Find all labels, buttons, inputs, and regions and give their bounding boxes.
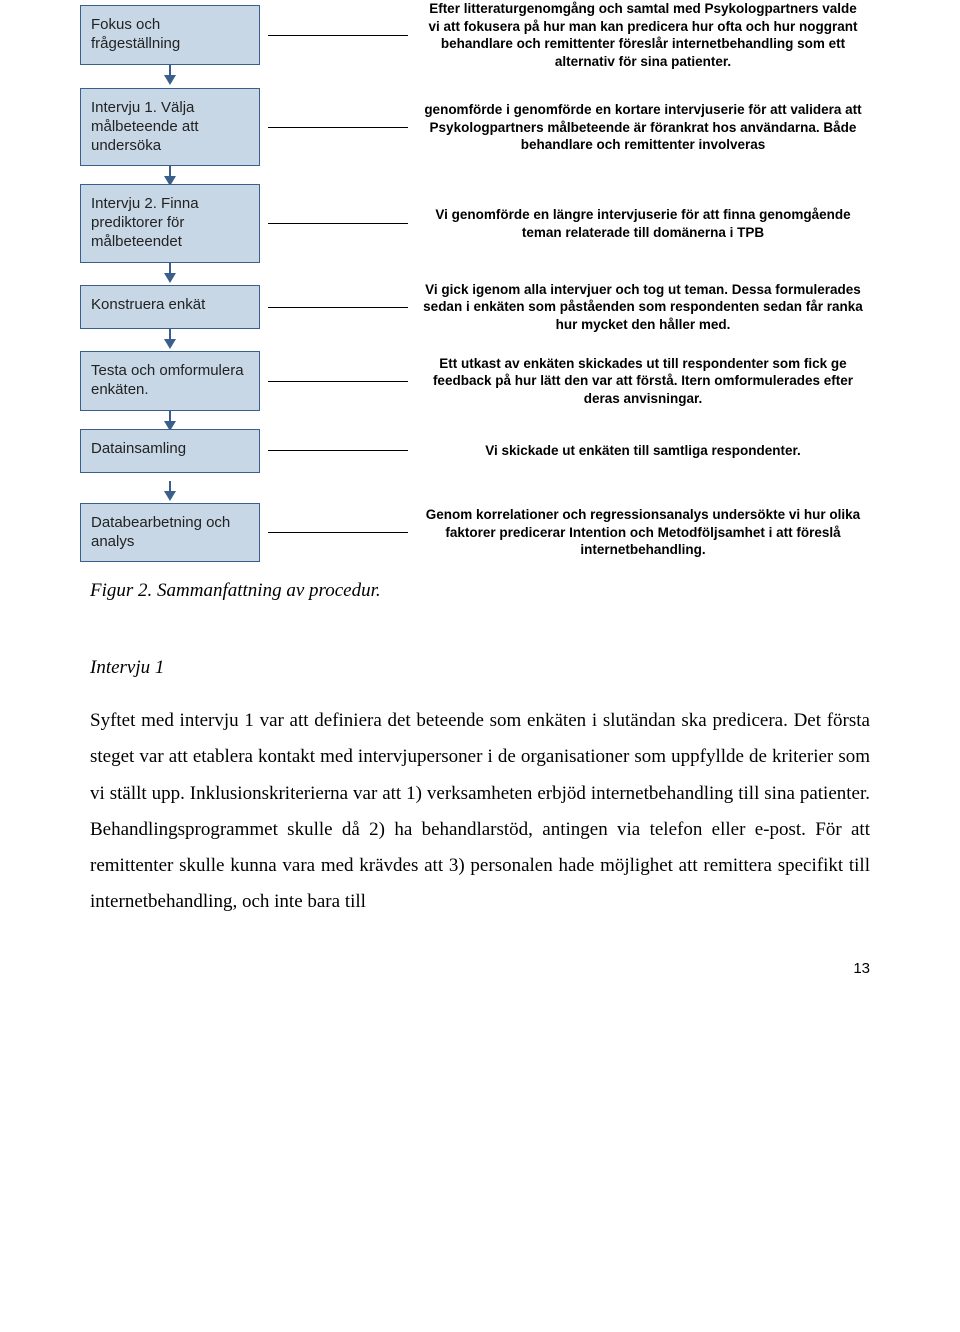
step-desc: Vi skickade ut enkäten till samtliga res… bbox=[416, 442, 870, 460]
connector-line bbox=[268, 532, 408, 533]
step-box-interview2: Intervju 2. Finna prediktorer för målbet… bbox=[80, 184, 260, 262]
step-desc: Ett utkast av enkäten skickades ut till … bbox=[416, 355, 870, 408]
step-box-construct: Konstruera enkät bbox=[80, 285, 260, 329]
page-number: 13 bbox=[90, 960, 870, 977]
connector-line bbox=[268, 223, 408, 224]
procedure-diagram: Fokus och frågeställning Efter litteratu… bbox=[80, 0, 870, 562]
diagram-row: Fokus och frågeställning Efter litteratu… bbox=[80, 0, 870, 70]
diagram-row: Testa och omformulera enkäten. Ett utkas… bbox=[80, 351, 870, 411]
body-paragraph: Syftet med intervju 1 var att definiera … bbox=[90, 703, 870, 920]
step-desc: Efter litteraturgenomgång och samtal med… bbox=[416, 0, 870, 70]
connector-line bbox=[268, 381, 408, 382]
diagram-row: Intervju 1. Välja målbeteende att unders… bbox=[80, 88, 870, 166]
connector-line bbox=[268, 450, 408, 451]
step-box-collection: Datainsamling bbox=[80, 429, 260, 473]
step-desc: Vi genomförde en längre intervjuserie fö… bbox=[416, 206, 870, 241]
step-desc: Genom korrelationer och regressionsanaly… bbox=[416, 506, 870, 559]
arrow-down-icon bbox=[161, 65, 179, 85]
step-box-test: Testa och omformulera enkäten. bbox=[80, 351, 260, 411]
connector-line bbox=[268, 35, 408, 36]
step-desc: genomförde i genomförde en kortare inter… bbox=[416, 101, 870, 154]
figure-caption: Figur 2. Sammanfattning av procedur. bbox=[90, 580, 870, 602]
arrow-down-icon bbox=[161, 263, 179, 283]
diagram-row: Konstruera enkät Vi gick igenom alla int… bbox=[80, 281, 870, 334]
connector-line bbox=[268, 307, 408, 308]
arrow-down-icon bbox=[161, 166, 179, 186]
arrow-down-icon bbox=[161, 411, 179, 431]
arrow-down-icon bbox=[161, 481, 179, 501]
diagram-row: Intervju 2. Finna prediktorer för målbet… bbox=[80, 184, 870, 262]
step-desc: Vi gick igenom alla intervjuer och tog u… bbox=[416, 281, 870, 334]
step-box-focus: Fokus och frågeställning bbox=[80, 5, 260, 65]
step-box-analysis: Databearbetning och analys bbox=[80, 503, 260, 563]
diagram-row: Databearbetning och analys Genom korrela… bbox=[80, 503, 870, 563]
diagram-row: Datainsamling Vi skickade ut enkäten til… bbox=[80, 429, 870, 473]
section-title: Intervju 1 bbox=[90, 657, 870, 679]
connector-line bbox=[268, 127, 408, 128]
step-box-interview1: Intervju 1. Välja målbeteende att unders… bbox=[80, 88, 260, 166]
arrow-down-icon bbox=[161, 329, 179, 349]
